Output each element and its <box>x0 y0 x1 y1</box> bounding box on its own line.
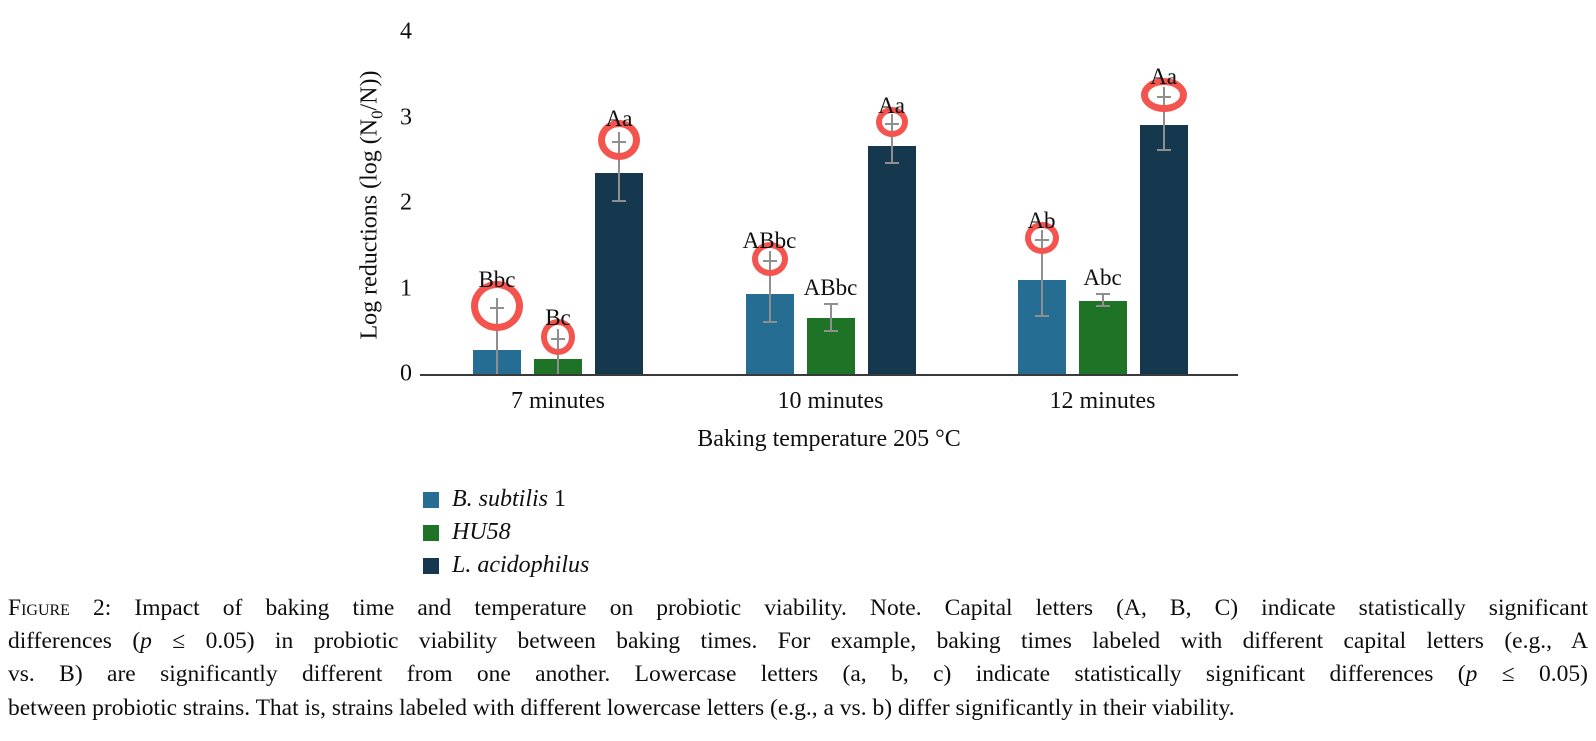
annotation-circle <box>471 281 523 332</box>
legend-swatch <box>423 491 439 508</box>
error-bar-cap-bottom <box>884 161 899 164</box>
significance-label: ABbc <box>803 274 858 300</box>
y-axis-title: Log reductions (log (N0/N)) <box>356 70 387 340</box>
annotation-circle <box>1024 221 1059 254</box>
significance-label: Aa <box>1150 63 1177 89</box>
bar-l-acidophilus <box>595 173 643 374</box>
caption-line: vs. B) are significantly different from … <box>8 661 1588 688</box>
bar-l-acidophilus <box>1139 125 1188 374</box>
significance-label: Ab <box>1027 207 1056 233</box>
legend-label: HU58 <box>452 519 511 545</box>
y-tick-label: 0 <box>400 360 412 387</box>
caption-line: differences (p ≤ 0.05) in probiotic viab… <box>8 628 1589 655</box>
bar-hu58 <box>1078 301 1127 374</box>
significance-label: Abc <box>1083 265 1122 291</box>
error-bar-cap-bottom <box>1156 148 1171 151</box>
error-bar-line <box>618 132 620 202</box>
legend-label: B. subtilis 1 <box>452 486 567 512</box>
error-bar-cap-top <box>823 302 838 305</box>
legend-item: HU58 <box>423 516 589 549</box>
significance-label: Bc <box>545 304 571 330</box>
legend-swatch <box>423 557 439 574</box>
figure-caption: Figure 2: Impact of baking time and temp… <box>8 592 1588 725</box>
y-tick-label: 1 <box>400 275 412 301</box>
error-bar-cap-bottom <box>1095 305 1110 308</box>
legend-swatch <box>423 524 439 541</box>
error-bar-line <box>768 251 771 322</box>
caption-line: between probiotic strains. That is, stra… <box>8 694 1235 721</box>
legend-label: L. acidophilus <box>452 552 590 578</box>
significance-label: Aa <box>878 93 905 119</box>
error-bar-line <box>829 303 832 332</box>
legend-item: B. subtilis 1 <box>423 483 589 516</box>
y-tick-label: 4 <box>400 18 412 45</box>
legend: B. subtilis 1 HU58 L. acidophilus <box>423 483 589 582</box>
legend-item: L. acidophilus <box>423 549 589 582</box>
error-bar-cap-bottom <box>823 330 838 333</box>
annotation-circle <box>751 242 788 277</box>
error-bar-cap-bottom <box>612 200 626 203</box>
annotation-circle <box>1140 77 1187 112</box>
significance-label: Aa <box>605 106 633 132</box>
annotation-circle <box>598 120 640 161</box>
significance-label: Bbc <box>478 267 516 293</box>
error-bar-line <box>890 114 893 163</box>
error-bar-line <box>496 298 498 374</box>
error-bar-line <box>1040 229 1043 316</box>
x-tick-label: 10 minutes <box>777 388 884 414</box>
error-bar-cap-top <box>1095 293 1110 296</box>
y-tick-label: 3 <box>400 104 412 130</box>
error-bar-line <box>1101 294 1104 307</box>
annotation-circle <box>541 318 575 355</box>
y-tick-label: 2 <box>400 189 412 216</box>
error-bar-cap-bottom <box>1034 314 1049 317</box>
error-bar-line <box>1162 86 1165 150</box>
bar-l-acidophilus <box>867 145 916 374</box>
caption-line: Figure 2: Impact of baking time and temp… <box>8 595 1588 621</box>
annotation-circle <box>875 107 908 138</box>
error-bar-cap-bottom <box>762 320 777 323</box>
x-tick-label: 7 minutes <box>511 388 605 414</box>
x-axis-line <box>420 374 1238 376</box>
x-axis-title: Baking temperature 205 °C <box>697 426 961 452</box>
x-tick-label: 12 minutes <box>1049 388 1156 414</box>
significance-label: ABbc <box>742 228 797 254</box>
